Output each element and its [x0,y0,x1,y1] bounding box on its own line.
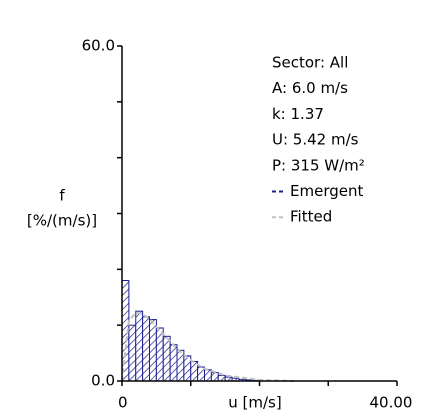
histogram-bar [135,310,144,382]
histogram-bar [155,327,164,382]
y-axis-label: f [59,187,65,205]
histogram-bar [149,319,157,382]
info-text: P: 315 W/m² [272,156,365,174]
histogram-bar [142,316,150,382]
histogram-bar [162,335,171,382]
info-text: k: 1.37 [272,105,324,123]
fitted-line [121,311,294,382]
x-axis-label: u [m/s] [228,394,281,412]
x-tick-label: 40.00 [370,394,413,412]
histogram-bar [204,369,212,382]
y-tick-label: 60.0 [82,37,115,55]
y-tick-label: 0.0 [91,372,115,390]
legend-label: Emergent [290,182,363,200]
info-text: U: 5.42 m/s [272,131,359,149]
x-tick-label: 0 [118,394,128,412]
legend-label: Fitted [290,208,332,226]
y-axis-label: [%/(m/s)] [27,212,97,230]
info-text: A: 6.0 m/s [272,79,348,97]
histogram-bar [128,324,137,382]
histogram-bar [217,374,226,382]
info-text: Sector: All [272,54,348,72]
histogram-bar [183,355,192,382]
histogram-bar [169,344,178,382]
histogram-bar [210,372,219,382]
histogram-bar [176,349,185,382]
